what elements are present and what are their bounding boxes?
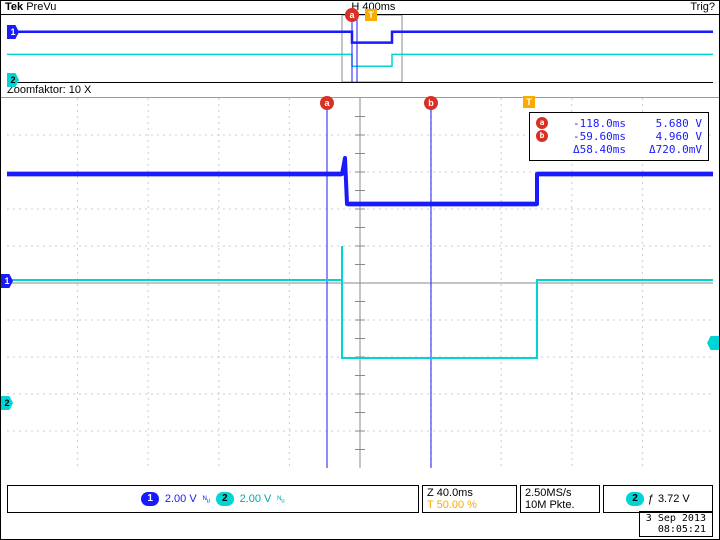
trig-source-pill[interactable]: 2 bbox=[626, 492, 644, 506]
trigger-box: 2 ƒ 3.72 V bbox=[603, 485, 713, 513]
trig-percent: T 50.00 % bbox=[427, 499, 512, 511]
top-bar: Tek PreVu H 400ms Trig? bbox=[1, 1, 719, 15]
ch2-pill[interactable]: 2 bbox=[216, 492, 234, 506]
cursor-a-marker: a bbox=[345, 8, 359, 22]
timestamp-time: 08:05:21 bbox=[646, 524, 706, 535]
trig-pos-icon: T bbox=[523, 96, 535, 108]
cursor-a-volt: 5.680 V bbox=[632, 117, 702, 130]
trig-status: Trig? bbox=[690, 1, 715, 14]
ch1-coupling-icon: ᴺᵤ bbox=[203, 494, 210, 504]
ch1-scale: 2.00 V bbox=[165, 493, 197, 505]
acq-mode: PreVu bbox=[26, 1, 56, 13]
timestamp-date: 3 Sep 2013 bbox=[646, 513, 706, 524]
brand: Tek bbox=[5, 1, 23, 13]
zoom-timebase: Z 40.0ms bbox=[427, 487, 512, 499]
trig-t-marker: T bbox=[365, 9, 377, 21]
zoom-factor-label: Zoomfaktor: 10 X bbox=[1, 83, 719, 98]
cursor-readout: a -118.0ms 5.680 V b -59.60ms 4.960 V Δ5… bbox=[529, 112, 709, 161]
cursor-delta-volt: Δ720.0mV bbox=[632, 143, 702, 156]
readout-a-icon: a bbox=[536, 117, 548, 129]
cursor-b-volt: 4.960 V bbox=[632, 130, 702, 143]
bottom-bar: 1 2.00 V ᴺᵤ 2 2.00 V ᴺᵤ Z 40.0ms T 50.00… bbox=[7, 485, 713, 513]
cursor-a-icon: a bbox=[320, 96, 334, 110]
cursor-b-icon: b bbox=[424, 96, 438, 110]
overview-strip: a T 1 2 bbox=[7, 15, 713, 83]
cursor-b-time: -59.60ms bbox=[556, 130, 626, 143]
readout-b-icon: b bbox=[536, 130, 548, 142]
record-length: 10M Pkte. bbox=[525, 499, 595, 511]
channels-box: 1 2.00 V ᴺᵤ 2 2.00 V ᴺᵤ bbox=[7, 485, 419, 513]
ch2-coupling-icon: ᴺᵤ bbox=[277, 494, 284, 504]
sample-rate: 2.50MS/s bbox=[525, 487, 595, 499]
scope-screen: Tek PreVu H 400ms Trig? a T 1 2 Zoomfakt… bbox=[0, 0, 720, 540]
trig-level: 3.72 V bbox=[658, 493, 690, 505]
trig-slope-icon: ƒ bbox=[648, 493, 654, 505]
main-graticule: a b T 1 2 a -118.0ms 5.680 V b -59.60ms … bbox=[7, 98, 713, 468]
timebase-box: Z 40.0ms T 50.00 % bbox=[422, 485, 517, 513]
acq-box: 2.50MS/s 10M Pkte. bbox=[520, 485, 600, 513]
ch1-pill[interactable]: 1 bbox=[141, 492, 159, 506]
timestamp-box: 3 Sep 2013 08:05:21 bbox=[639, 511, 713, 537]
cursor-a-time: -118.0ms bbox=[556, 117, 626, 130]
ch2-scale: 2.00 V bbox=[240, 493, 272, 505]
cursor-delta-time: Δ58.40ms bbox=[556, 143, 626, 156]
